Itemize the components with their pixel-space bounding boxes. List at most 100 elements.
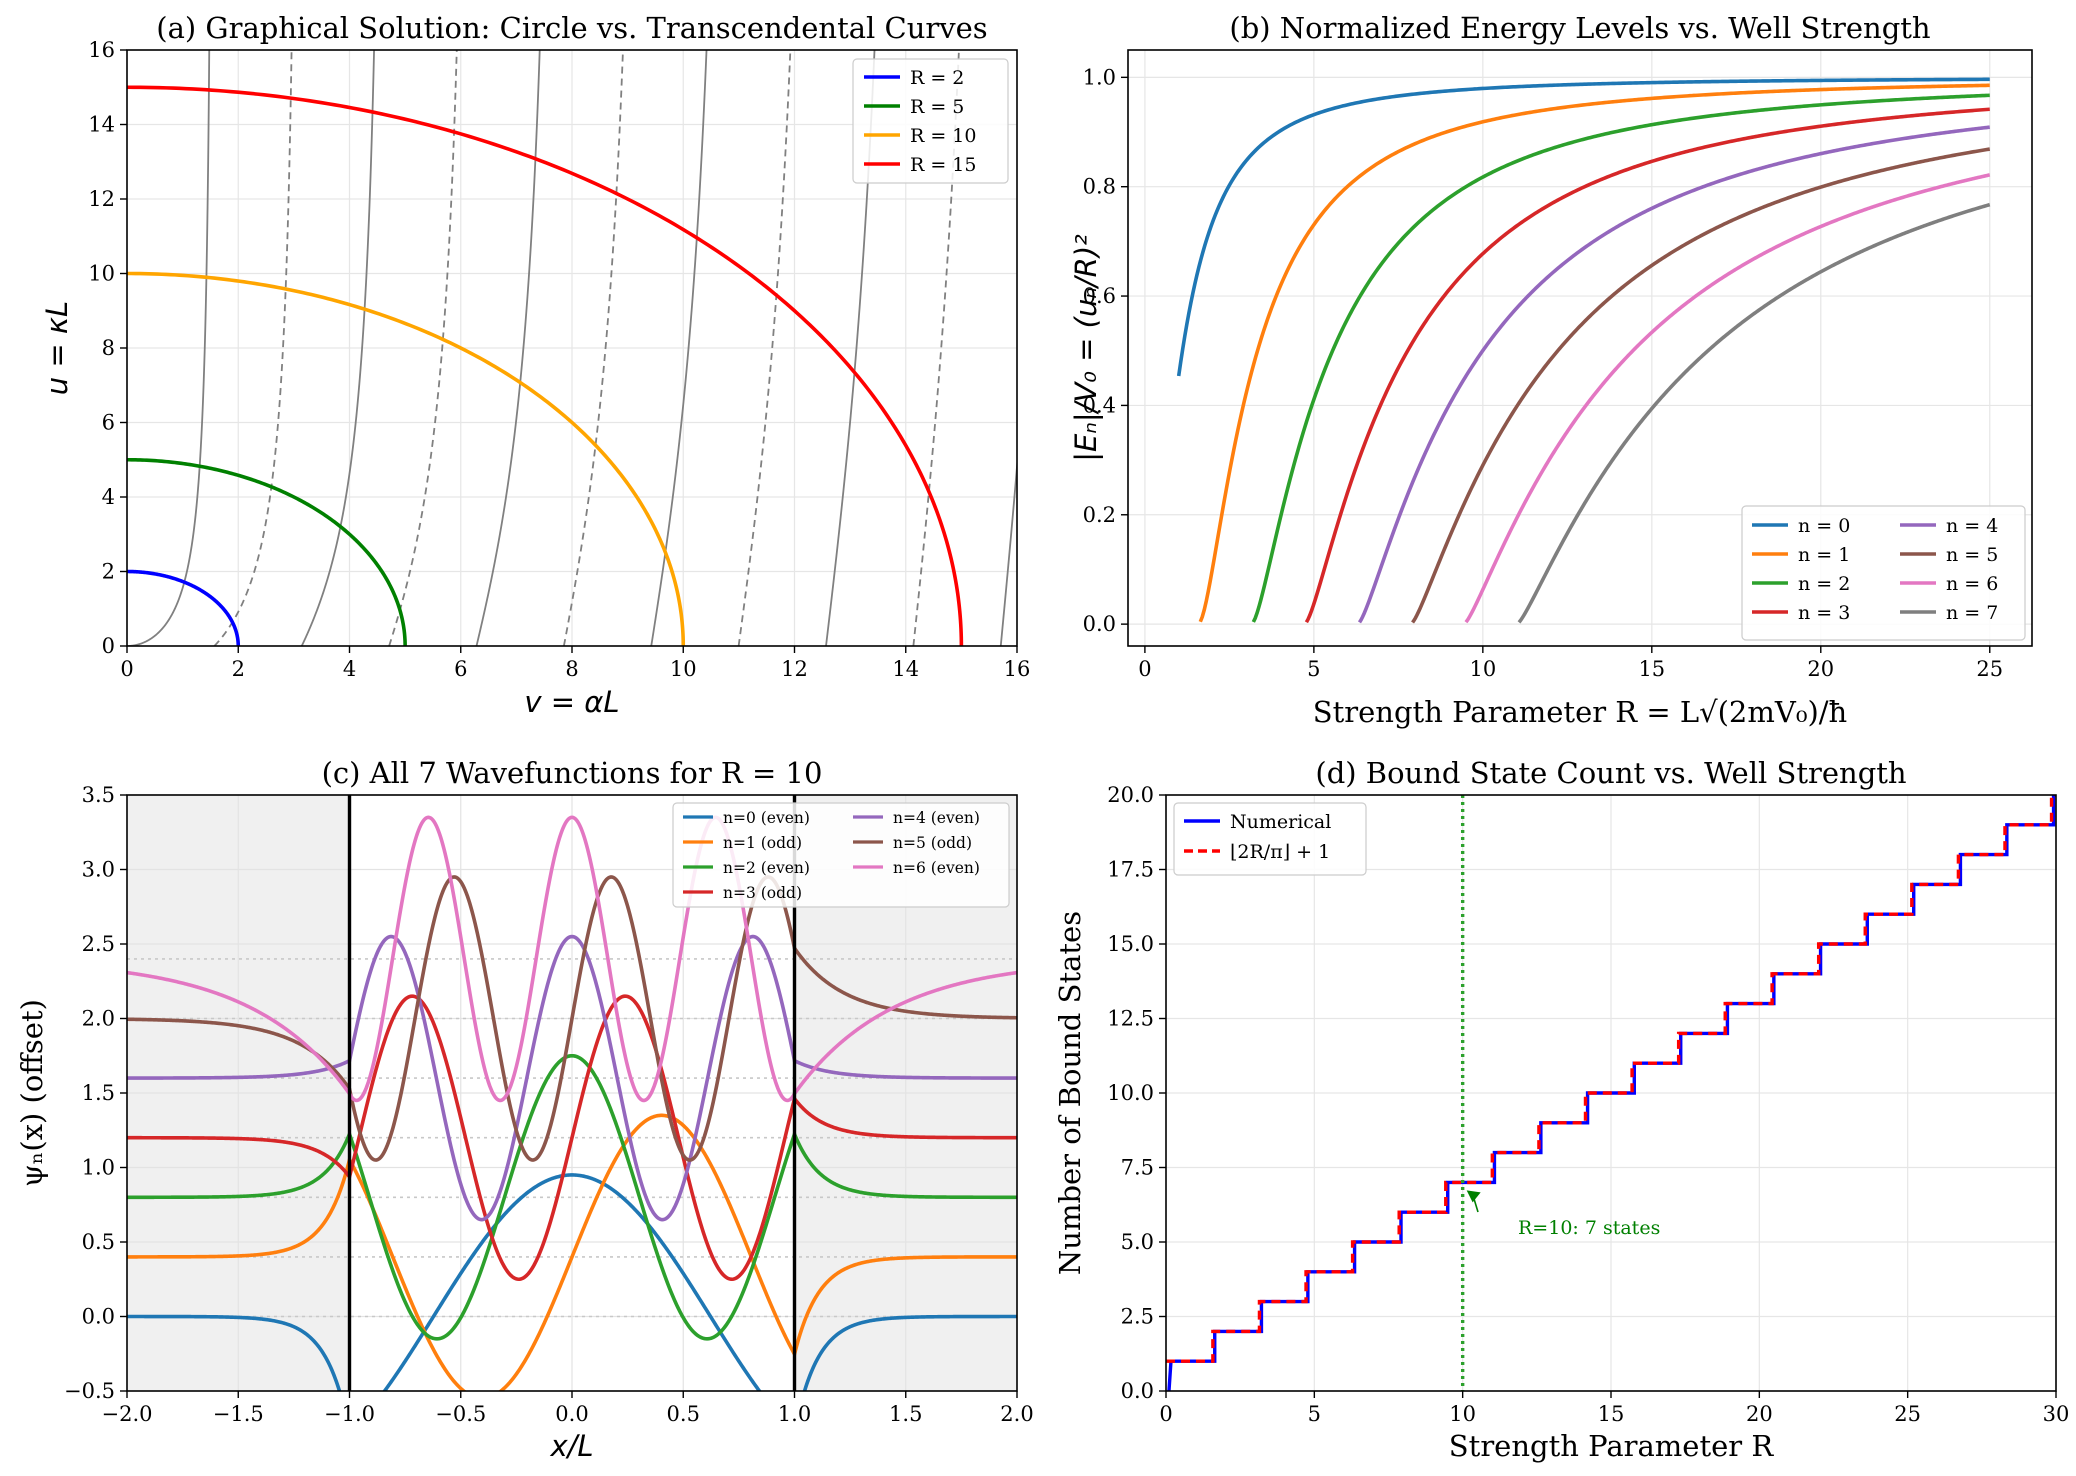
legend-label: R = 15 [910,154,976,176]
x-tick-label: 10 [670,657,697,681]
annotation-label: R=10: 7 states [1518,1217,1660,1239]
y-tick-label: 14 [88,113,115,137]
wavefunction-n1 [127,1113,1017,1391]
y-tick-label: 1.0 [82,1156,115,1180]
energy-curve-n2 [1251,93,1990,623]
y-tick-label: 10.0 [1107,1081,1154,1105]
legend-box [852,58,1009,184]
plot-content [127,795,1017,1391]
y-tick-label: 1.5 [82,1081,115,1105]
y-axis-label: ψₙ(x) (offset) [15,999,49,1187]
panel-b-energy-levels: 0 5 10 15 20 25 0.0 0.2 0.4 0.6 0.8 1.0 (b) Normaliz… [1069,11,2033,729]
odd-curve [737,50,792,646]
legend-label: R = 5 [910,96,964,118]
odd-curve [912,50,960,646]
odd-curve [562,50,624,646]
y-tick-label: 3.0 [82,858,115,882]
panel-a-title: (a) Graphical Solution: Circle vs. Trans… [156,11,987,45]
x-tick-label: 20 [1746,1402,1773,1426]
legend-label: n = 3 [1798,602,1850,624]
annotation-arrowhead [1466,1190,1481,1203]
plot-content [1176,77,1991,624]
legend-label: n = 6 [1946,573,1998,595]
legend-label: n = 7 [1946,602,1998,624]
panel-d-bound-state-count: R=10: 7 states 0 5 10 15 20 25 30 0.0 2.5 5.0 7.5 10… [1053,756,2069,1463]
circle-R=15 [127,85,964,646]
energy-curve-n0 [1176,77,1990,377]
y-tick-label: 0.0 [82,1305,115,1329]
x-axis-label: v = αL [524,685,619,719]
legend: n=0 (even) n=1 (odd) n=2 (even) n=3 (odd) n=… [672,802,1010,908]
energy-curve-n5 [1411,147,1991,624]
odd-curve [213,50,293,646]
x-tick-label: 15 [1638,657,1665,681]
y-tick-label: 10 [88,262,115,286]
legend-label: n=3 (odd) [723,884,802,902]
x-tick-label: 1.0 [778,1402,811,1426]
y-tick-label: 2.5 [1121,1305,1154,1329]
panel-c-title: (c) All 7 Wavefunctions for R = 10 [322,756,823,790]
y-tick-label: 0 [102,634,115,658]
wavefunction-n5 [127,875,1017,1162]
legend: R = 2 R = 5 R = 10 R = 15 [852,58,1009,184]
even-curve [127,50,211,646]
x-tick-label: 25 [1894,1402,1921,1426]
legend-label: n = 5 [1946,544,1998,566]
y-tick-label: 15.0 [1107,932,1154,956]
y-tick-label: 0.6 [1083,284,1116,308]
x-tick-label: 16 [1004,657,1031,681]
legend-label: ⌊2R/π⌋ + 1 [1230,841,1330,863]
y-tick-label: 12.5 [1107,1007,1154,1031]
y-tick-label: 20.0 [1107,783,1154,807]
y-axis-label: |Eₙ|/V₀ = (uₙ/R)² [1069,234,1103,462]
x-tick-label: 30 [2043,1402,2070,1426]
wavefunction-n0 [127,1173,1017,1391]
y-tick-label: 6 [102,411,115,435]
even-curve [650,50,708,646]
legend-label: R = 2 [910,67,964,89]
y-tick-label: 2 [102,560,115,584]
legend-label: n=6 (even) [893,859,980,877]
x-tick-label: 5 [1308,1402,1321,1426]
panel-a-graphical-solution: 0 2 4 6 8 10 12 14 16 0 2 4 6 8 10 12 14 16 (a) Graphical … [40,11,1031,719]
x-tick-label: −0.5 [435,1402,486,1426]
legend-label: n=2 (even) [723,859,810,877]
x-tick-label: −1.0 [324,1402,375,1426]
energy-curve-n1 [1198,83,1990,623]
x-axis-label: Strength Parameter R = L√(2mV₀)/ħ [1313,695,1847,729]
circle-R=2 [127,569,241,646]
legend-label: n=4 (even) [893,809,980,827]
y-tick-label: 0.4 [1083,393,1116,417]
x-tick-label: 15 [1598,1402,1625,1426]
legend-label: n=5 (odd) [893,834,972,852]
wavefunction-n2 [127,1053,1017,1341]
circle-R=5 [127,457,407,646]
x-tick-label: 0.5 [667,1402,700,1426]
y-tick-label: 1.0 [1083,65,1116,89]
legend-label: R = 10 [910,125,976,147]
legend: n = 0 n = 1 n = 2 n = 3 n = 4 n = 5 n = 6 n = 7 [1741,505,2026,641]
formula-count-line [1166,795,2056,1363]
y-tick-label: 2.5 [82,932,115,956]
x-tick-label: 0 [120,657,133,681]
panel-b-title: (b) Normalized Energy Levels vs. Well St… [1229,11,1930,45]
y-tick-label: 7.5 [1121,1156,1154,1180]
y-tick-label: 3.5 [82,783,115,807]
y-tick-label: 0.8 [1083,175,1116,199]
legend-box [1173,802,1367,876]
legend-label: n = 2 [1798,573,1850,595]
x-tick-label: 20 [1807,657,1834,681]
x-tick-label: 4 [343,657,356,681]
x-tick-label: 10 [1449,1402,1476,1426]
even-curve [999,456,1017,646]
x-tick-label: 5 [1307,657,1320,681]
x-tick-label: 2.0 [1000,1402,1033,1426]
x-axis-label: x/L [549,1429,593,1463]
y-tick-label: 2.0 [82,1007,115,1031]
x-tick-label: 6 [454,657,467,681]
y-tick-label: 0.2 [1083,503,1116,527]
y-tick-label: 0.0 [1121,1379,1154,1403]
x-tick-label: 25 [1976,657,2003,681]
wavefunction-n4 [127,934,1017,1222]
